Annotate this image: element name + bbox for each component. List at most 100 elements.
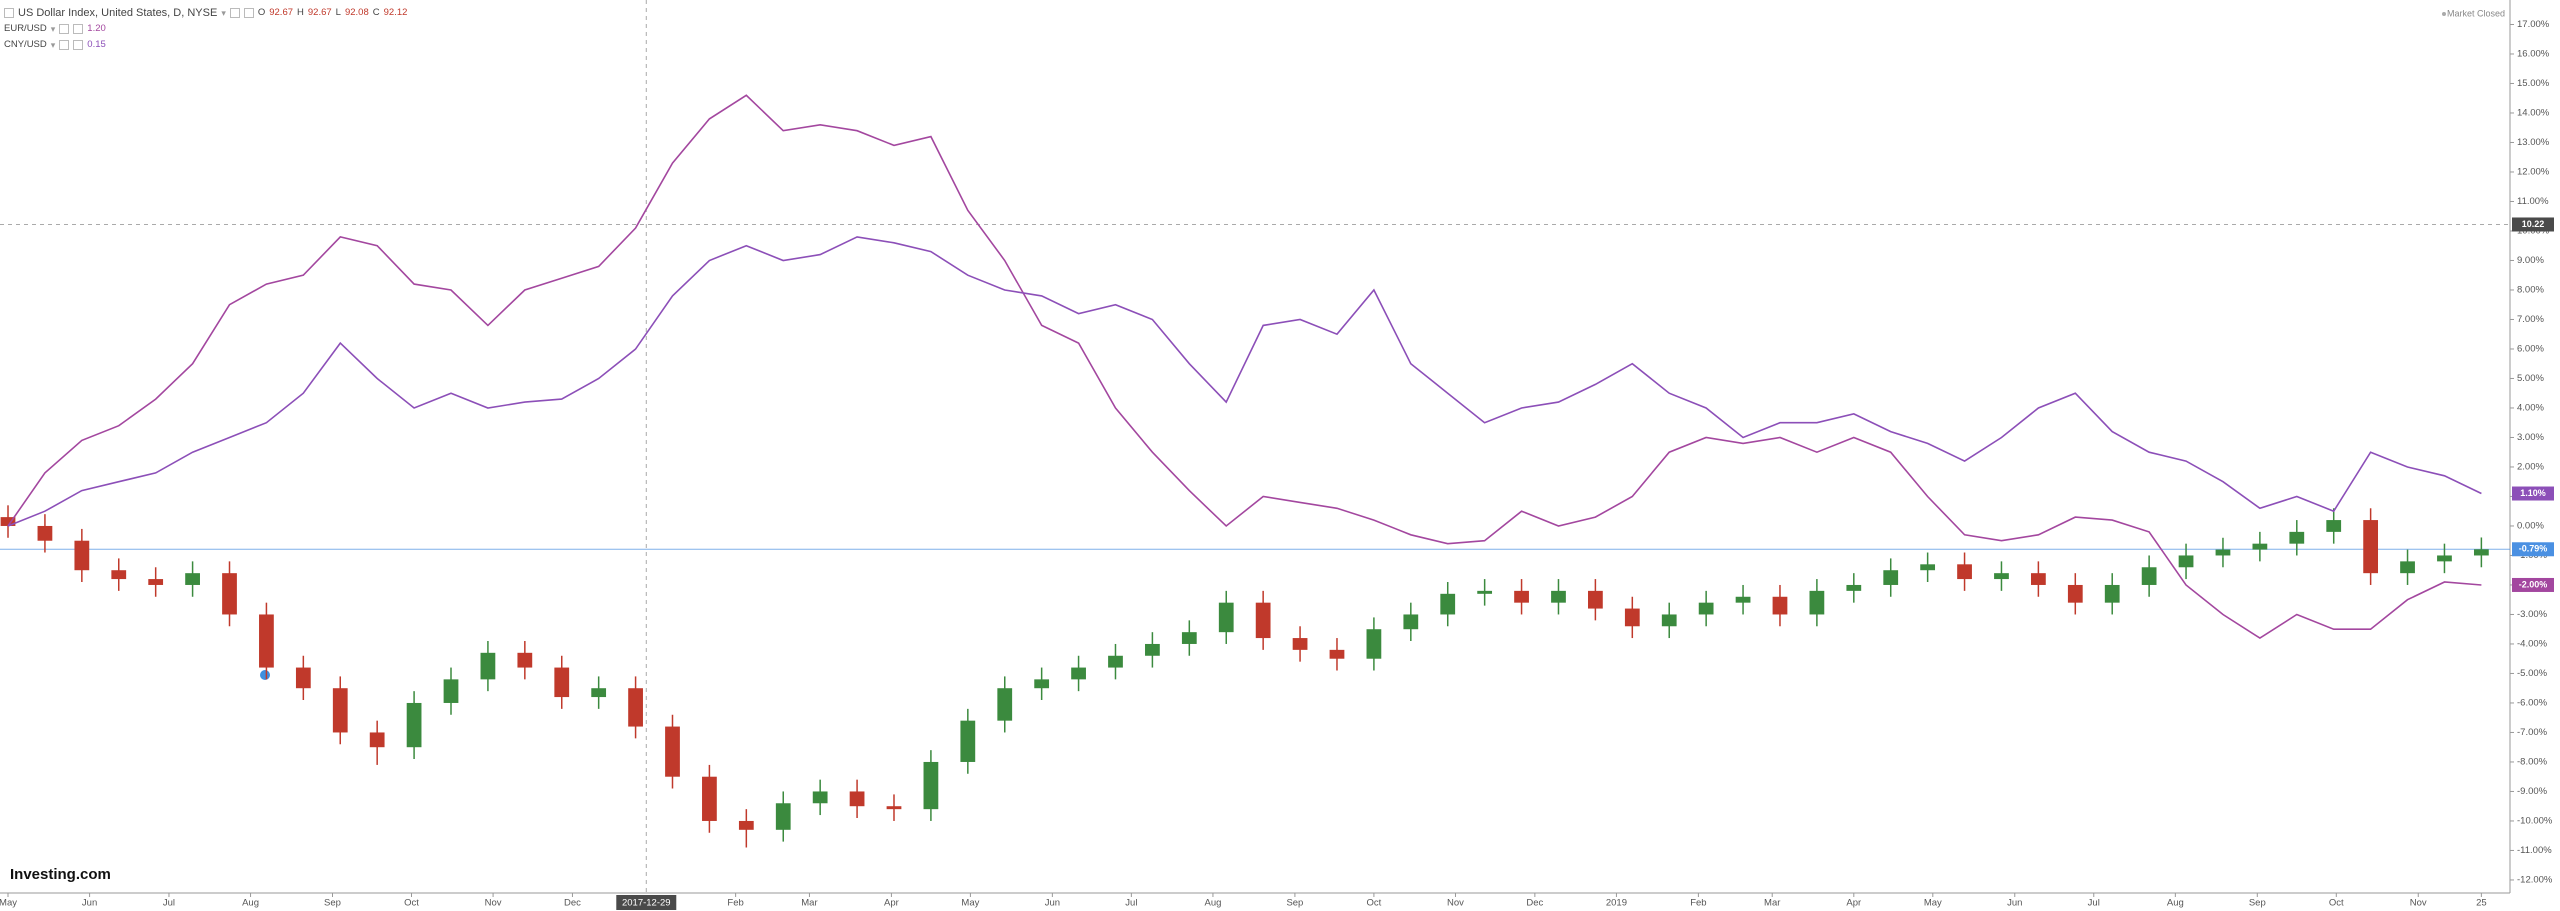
value-box-label: 1.10% bbox=[2520, 488, 2546, 498]
candle-body bbox=[1218, 602, 1234, 633]
legend-row: US Dollar Index, United States, D, NYSE … bbox=[4, 5, 407, 21]
value-box-label: -0.79% bbox=[2519, 544, 2548, 554]
candle-body bbox=[259, 614, 274, 668]
x-tick-label: Apr bbox=[884, 898, 899, 909]
line-series bbox=[7, 236, 2482, 527]
value-box bbox=[2512, 542, 2554, 557]
crosshair-y-box bbox=[2512, 217, 2554, 232]
candle-body bbox=[2289, 531, 2305, 544]
value-box-label: -2.00% bbox=[2519, 579, 2548, 589]
close-icon[interactable] bbox=[243, 8, 254, 18]
candle-body bbox=[2031, 573, 2046, 585]
candle-body bbox=[1957, 564, 1972, 580]
ohlc-name: O bbox=[257, 7, 266, 18]
y-tick-label: 2.00% bbox=[2517, 461, 2544, 472]
settings-icon[interactable] bbox=[229, 8, 240, 18]
y-tick-label: 8.00% bbox=[2517, 284, 2544, 295]
x-tick-label: Feb bbox=[1690, 898, 1706, 909]
y-tick-label: 16.00% bbox=[2517, 48, 2550, 59]
caret[interactable]: ▾ bbox=[221, 8, 226, 18]
y-tick-label: -7.00% bbox=[2517, 727, 2548, 738]
x-tick-label: Sep bbox=[324, 898, 341, 909]
legend-name: EUR/USD bbox=[4, 23, 47, 34]
candle-body bbox=[812, 791, 828, 804]
candle-body bbox=[2400, 561, 2415, 574]
x-tick-label: Jul bbox=[163, 898, 175, 909]
caret[interactable]: ▾ bbox=[50, 24, 56, 34]
candle-body bbox=[517, 652, 533, 668]
legend-name: CNY/USD bbox=[4, 39, 47, 50]
value-box bbox=[2512, 577, 2554, 592]
candle-body bbox=[2104, 584, 2120, 603]
y-tick-label: 17.00% bbox=[2517, 19, 2550, 30]
candle-body bbox=[1071, 667, 1086, 680]
candle-body bbox=[2215, 549, 2231, 556]
candle-body bbox=[369, 732, 385, 748]
event-marker[interactable] bbox=[260, 670, 270, 680]
candle-body bbox=[1292, 638, 1308, 650]
y-tick-label: 12.00% bbox=[2517, 166, 2550, 177]
candle-body bbox=[738, 820, 754, 830]
legend-value: 0.15 bbox=[87, 39, 106, 50]
icon bbox=[73, 24, 84, 34]
x-tick-label: Oct bbox=[1367, 898, 1382, 909]
y-tick-label: 7.00% bbox=[2517, 314, 2544, 325]
candle-body bbox=[2141, 567, 2157, 585]
candle-body bbox=[1108, 655, 1123, 668]
y-tick-label: -8.00% bbox=[2517, 756, 2548, 767]
icon bbox=[73, 40, 84, 50]
icon bbox=[59, 24, 70, 34]
candle-body bbox=[1181, 632, 1197, 644]
x-tick-label: 25 bbox=[2476, 898, 2487, 909]
icon bbox=[59, 40, 70, 50]
y-tick-label: 15.00% bbox=[2517, 78, 2550, 89]
candle-body bbox=[1883, 570, 1899, 585]
toggle-icon[interactable] bbox=[4, 8, 14, 18]
x-tick-label: Nov bbox=[2410, 898, 2427, 909]
x-tick-label: Aug bbox=[1204, 898, 1221, 909]
candle-body bbox=[1329, 649, 1345, 659]
candle-body bbox=[1661, 614, 1677, 627]
market-status: Market Closed bbox=[2447, 8, 2505, 18]
candle-body bbox=[480, 652, 496, 680]
y-tick-label: 0.00% bbox=[2517, 520, 2544, 531]
ohlc-value: 92.67 bbox=[269, 7, 294, 18]
candle-body bbox=[1366, 629, 1382, 659]
x-tick-label: Nov bbox=[485, 898, 502, 909]
y-tick-label: 13.00% bbox=[2517, 137, 2550, 148]
candle-body bbox=[702, 776, 717, 821]
chart-title: US Dollar Index, United States, D, NYSE bbox=[18, 7, 218, 19]
candle-body bbox=[0, 517, 16, 526]
crosshair-x-label: 2017-12-29 bbox=[622, 898, 671, 909]
candle-body bbox=[1735, 596, 1751, 603]
y-tick-label: 11.00% bbox=[2517, 196, 2549, 207]
legend-value: 1.20 bbox=[87, 23, 106, 34]
candle-body bbox=[1772, 596, 1788, 615]
x-tick-label: Mar bbox=[1764, 898, 1780, 909]
x-tick-label: Sep bbox=[2249, 898, 2266, 909]
candle-body bbox=[886, 806, 902, 810]
x-tick-label: Aug bbox=[242, 898, 259, 909]
candle-body bbox=[443, 679, 459, 703]
candle-body bbox=[74, 540, 90, 571]
candle-body bbox=[332, 688, 348, 733]
candle-body bbox=[2178, 555, 2194, 568]
ohlc-name: C bbox=[372, 7, 380, 18]
ohlc-name: L bbox=[335, 7, 341, 18]
x-tick-label: Oct bbox=[404, 898, 419, 909]
candle-body bbox=[185, 573, 200, 585]
x-tick-label: May bbox=[0, 898, 17, 909]
candle-body bbox=[1403, 614, 1419, 630]
y-tick-label: -9.00% bbox=[2517, 786, 2548, 797]
candle-body bbox=[111, 570, 127, 580]
candle-body bbox=[1514, 590, 1529, 603]
caret[interactable]: ▾ bbox=[50, 40, 56, 50]
y-tick-label: 14.00% bbox=[2517, 107, 2550, 118]
candle-body bbox=[37, 525, 53, 541]
x-tick-label: Dec bbox=[1526, 898, 1543, 909]
x-tick-label: Jun bbox=[2007, 898, 2022, 909]
candle-body bbox=[1440, 593, 1456, 615]
x-tick-label: 2019 bbox=[1606, 898, 1627, 909]
